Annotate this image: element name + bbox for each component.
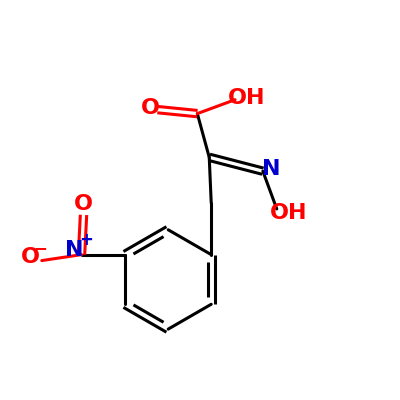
Text: +: + xyxy=(79,230,93,248)
Text: O: O xyxy=(21,247,40,267)
Text: −: − xyxy=(33,239,47,257)
Text: O: O xyxy=(74,194,93,214)
Text: OH: OH xyxy=(270,203,308,223)
Text: N: N xyxy=(65,240,84,260)
Text: OH: OH xyxy=(228,88,265,108)
Text: N: N xyxy=(262,159,281,179)
Text: O: O xyxy=(141,98,160,118)
